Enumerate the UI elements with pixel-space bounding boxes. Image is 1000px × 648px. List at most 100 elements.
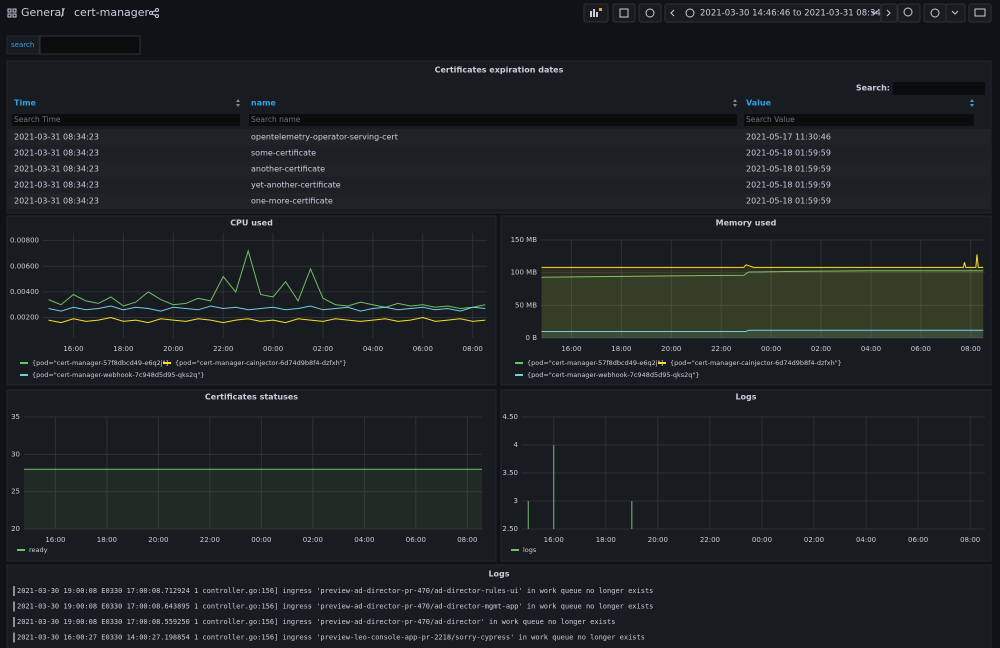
breadcrumb-separator: / — [61, 6, 65, 19]
panel-title: Logs — [735, 393, 756, 402]
table-row — [8, 145, 990, 161]
series-line — [541, 254, 984, 268]
log-level-marker — [13, 617, 15, 627]
refresh-button[interactable] — [923, 3, 947, 23]
y-tick-label: 3.50 — [502, 469, 518, 477]
chart-panel — [500, 215, 992, 386]
x-tick-label: 08:00 — [463, 345, 483, 353]
series-line — [541, 270, 984, 278]
series-area — [24, 469, 482, 529]
filter-placeholder: Search Value — [746, 115, 795, 124]
y-tick-label: 35 — [11, 413, 20, 421]
x-tick-label: 02:00 — [313, 345, 333, 353]
x-tick-label: 22:00 — [700, 536, 720, 544]
log-line: 2021-03-30 16:00:27 E0330 14:00:27.19885… — [17, 634, 645, 642]
save-button[interactable] — [612, 3, 636, 23]
x-tick-label: 06:00 — [908, 536, 928, 544]
series-area — [541, 330, 984, 338]
y-tick-label: 0 B — [526, 334, 538, 342]
table-cell: 2021-05-18 01:59:59 — [746, 165, 831, 174]
legend-label[interactable]: logs — [523, 546, 537, 554]
x-tick-label: 18:00 — [113, 345, 133, 353]
log-level-marker — [13, 586, 15, 596]
variable-input[interactable] — [39, 35, 141, 55]
table-cell: 2021-03-31 08:34:23 — [14, 181, 99, 190]
apps-icon[interactable] — [7, 8, 17, 18]
zoom-out-button[interactable] — [897, 3, 921, 23]
time-range[interactable]: 2021-03-30 14:46:46 to 2021-03-31 08:34:… — [700, 9, 895, 19]
x-tick-label: 18:00 — [611, 345, 631, 353]
table-cell: 2021-03-31 08:34:23 — [14, 165, 99, 174]
x-tick-label: 06:00 — [911, 345, 931, 353]
table-cell: 2021-05-17 11:30:46 — [746, 133, 831, 142]
x-tick-label: 20:00 — [648, 536, 668, 544]
column-header[interactable]: name — [251, 99, 276, 108]
y-tick-label: 20 — [11, 525, 20, 533]
view-mode-icon — [974, 8, 986, 17]
save-icon — [619, 8, 629, 18]
table-row — [8, 129, 990, 145]
x-tick-label: 20:00 — [148, 536, 168, 544]
column-filter[interactable] — [249, 114, 737, 126]
column-header[interactable]: Value — [746, 99, 772, 108]
x-tick-label: 08:00 — [457, 536, 477, 544]
folder-link[interactable]: General — [21, 6, 64, 19]
time-forward-button[interactable] — [880, 3, 898, 23]
legend-label[interactable]: {pod="cert-manager-cainjector-6d74d9b8f4… — [175, 359, 347, 367]
column-header[interactable]: Time — [14, 99, 37, 108]
legend-label[interactable]: {pod="cert-manager-57f8dbcd49-e6q2j"} — [32, 359, 170, 367]
time-dropdown-icon — [870, 10, 878, 15]
log-level-marker — [13, 601, 15, 612]
panel-title: CPU used — [230, 219, 273, 228]
column-filter[interactable] — [744, 114, 974, 126]
y-tick-label: 4 — [514, 441, 519, 449]
legend-label[interactable]: {pod="cert-manager-cainjector-6d74d9b8f4… — [670, 359, 842, 367]
x-tick-label: 02:00 — [811, 345, 831, 353]
x-tick-label: 04:00 — [861, 345, 881, 353]
log-line: 2021-03-30 19:00:08 E0330 17:00:08.64389… — [17, 603, 653, 611]
series-line — [48, 316, 486, 324]
y-tick-label: 100 MB — [511, 269, 538, 277]
share-button[interactable] — [149, 8, 159, 18]
variable-label: search — [11, 41, 34, 49]
table-cell: 2021-05-18 01:59:59 — [746, 197, 831, 206]
table-cell: 2021-05-18 01:59:59 — [746, 181, 831, 190]
x-tick-label: 08:00 — [961, 345, 981, 353]
legend-label[interactable]: ready — [29, 546, 48, 554]
panel-title: Certificates statuses — [205, 393, 298, 402]
table-cell: 2021-03-31 08:34:23 — [14, 197, 99, 206]
log-line: 2021-03-30 19:00:08 E0330 17:00:08.55925… — [17, 618, 615, 626]
dashboard-title[interactable]: cert-manager — [74, 6, 150, 19]
y-tick-label: 0.00600 — [10, 262, 39, 270]
y-tick-label: 30 — [11, 450, 20, 458]
filter-placeholder: Search Time — [14, 115, 61, 124]
settings-button[interactable] — [638, 3, 662, 23]
series-line — [541, 329, 984, 332]
x-tick-label: 16:00 — [45, 536, 65, 544]
x-tick-label: 22:00 — [200, 536, 220, 544]
clock-icon — [685, 8, 695, 18]
legend-label[interactable]: {pod="cert-manager-webhook-7c948d5d95-qk… — [32, 371, 205, 379]
x-tick-label: 06:00 — [406, 536, 426, 544]
legend-label[interactable]: {pod="cert-manager-57f8dbcd49-e6q2j"} — [527, 359, 665, 367]
x-tick-label: 16:00 — [544, 536, 564, 544]
log-level-marker — [13, 632, 15, 643]
table-cell: one-more-certificate — [251, 197, 333, 206]
chart-panel — [6, 215, 497, 386]
x-tick-label: 20:00 — [163, 345, 183, 353]
x-tick-label: 08:00 — [960, 536, 980, 544]
column-filter[interactable] — [12, 114, 240, 126]
legend-label[interactable]: {pod="cert-manager-webhook-7c948d5d95-qk… — [527, 371, 700, 379]
add-panel-icon — [590, 8, 602, 17]
table-cell: opentelemetry-operator-serving-cert — [251, 133, 398, 142]
x-tick-label: 02:00 — [804, 536, 824, 544]
table-search-input[interactable] — [893, 82, 985, 95]
y-tick-label: 50 MB — [515, 301, 537, 309]
x-tick-label: 00:00 — [752, 536, 772, 544]
view-mode-button[interactable] — [968, 3, 992, 23]
x-tick-label: 06:00 — [413, 345, 433, 353]
series-line — [48, 249, 486, 310]
time-back-icon — [670, 9, 675, 17]
time-forward-icon — [886, 9, 891, 17]
